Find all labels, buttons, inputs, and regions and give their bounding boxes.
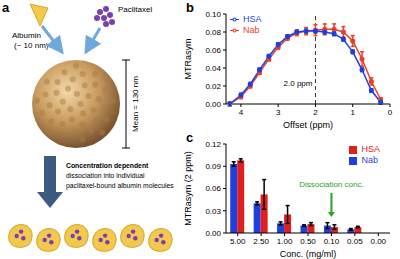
svg-text:0.00: 0.00 xyxy=(370,237,386,246)
svg-text:0.12: 0.12 xyxy=(205,140,221,149)
svg-text:1: 1 xyxy=(351,108,356,117)
svg-text:2: 2 xyxy=(313,108,318,117)
svg-text:5.00: 5.00 xyxy=(230,237,246,246)
html-text:HSA: HSA xyxy=(361,144,380,154)
svg-text:0: 0 xyxy=(388,108,393,117)
html-text:b: b xyxy=(186,0,194,15)
svg-text:0.03: 0.03 xyxy=(205,207,221,216)
svg-text:2.0 ppm: 2.0 ppm xyxy=(284,79,313,88)
svg-text:0.50: 0.50 xyxy=(300,237,316,246)
svg-text:0.00: 0.00 xyxy=(205,100,221,109)
svg-text:1.00: 1.00 xyxy=(277,237,293,246)
svg-text:MTRasym (2 ppm): MTRasym (2 ppm) xyxy=(184,151,193,226)
svg-text:0.06: 0.06 xyxy=(205,184,221,193)
svg-text:0.02: 0.02 xyxy=(205,82,221,91)
svg-text:2.50: 2.50 xyxy=(253,237,269,246)
svg-text:0.05: 0.05 xyxy=(347,237,363,246)
svg-text:3: 3 xyxy=(276,108,281,117)
svg-text:0.06: 0.06 xyxy=(205,46,221,55)
svg-text:Concentration dependent: Concentration dependent xyxy=(66,162,149,170)
svg-text:Conc. (mg/ml): Conc. (mg/ml) xyxy=(280,249,337,259)
svg-text:MTRasym: MTRasym xyxy=(184,39,193,80)
svg-text:(~ 10 nm): (~ 10 nm) xyxy=(14,41,49,50)
html-text:a: a xyxy=(2,0,10,15)
svg-text:0.00: 0.00 xyxy=(205,229,221,238)
svg-text:Albumin: Albumin xyxy=(12,31,41,40)
svg-text:Offset (ppm): Offset (ppm) xyxy=(283,120,333,130)
html-text:Nab: Nab xyxy=(361,155,378,165)
html-text:HSA: HSA xyxy=(243,14,262,24)
svg-text:0.10: 0.10 xyxy=(324,237,340,246)
svg-text:0.10: 0.10 xyxy=(205,10,221,19)
svg-text:4: 4 xyxy=(239,108,244,117)
svg-text:dissociation into individual: dissociation into individual xyxy=(66,172,145,179)
svg-text:0.08: 0.08 xyxy=(205,28,221,37)
svg-text:0.09: 0.09 xyxy=(205,162,221,171)
svg-text:paclitaxel-bound albumin molec: paclitaxel-bound albumin molecules xyxy=(66,182,174,190)
svg-text:Dissociation conc.: Dissociation conc. xyxy=(299,180,363,189)
html-text:c: c xyxy=(186,130,194,145)
svg-text:Paclitaxel: Paclitaxel xyxy=(118,5,152,14)
html-text:Nab: Nab xyxy=(243,25,260,35)
svg-text:0.04: 0.04 xyxy=(205,64,221,73)
svg-text:Mean = 130 nm: Mean = 130 nm xyxy=(131,76,140,132)
